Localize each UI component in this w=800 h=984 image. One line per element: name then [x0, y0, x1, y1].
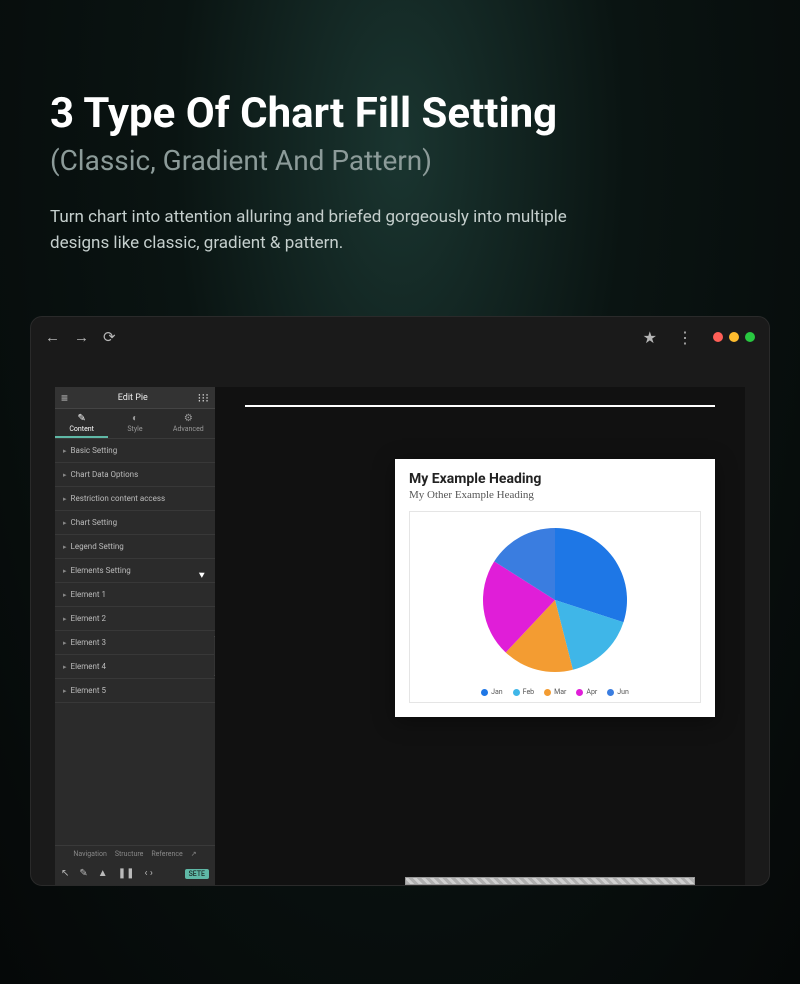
chevron-right-icon: ▸	[63, 591, 67, 599]
sidebar-item-label: Element 1	[71, 590, 107, 599]
back-icon[interactable]: ←	[45, 328, 60, 346]
sidebar-item-label: Element 4	[71, 662, 107, 671]
sidebar-item-elements-setting[interactable]: ▸ Elements Setting	[55, 559, 215, 583]
sidebar-items: ▸ Basic Setting ▸ Chart Data Options ▸ Restri…	[55, 439, 215, 845]
sidebar-item-label: Chart Data Options	[71, 470, 139, 479]
legend-dot-icon	[481, 689, 488, 696]
chevron-right-icon: ▸	[63, 687, 67, 695]
sidebar-footer: NavigationStructureReference↗ ↖ ✎ ▲ ❚❚ ‹…	[55, 845, 215, 885]
editor-canvas: My Example Heading My Other Example Head…	[215, 387, 745, 885]
footer-hint: NavigationStructureReference↗	[55, 846, 215, 862]
chevron-right-icon: ▸	[63, 663, 67, 671]
editor-frame: ≡ Edit Pie ⁝⁝⁝ ✎Content◐Style⚙Advanced ▸…	[55, 387, 745, 885]
sidebar-item-chart-setting[interactable]: ▸ Chart Setting	[55, 511, 215, 535]
legend-label: Apr	[586, 688, 597, 696]
sidebar-item-label: Element 2	[71, 614, 107, 623]
legend-dot-icon	[544, 689, 551, 696]
sidebar-item-restriction-content-access[interactable]: ▸ Restriction content access	[55, 487, 215, 511]
edit-tool-icon[interactable]: ✎	[79, 868, 87, 879]
sidebar-item-element-4[interactable]: ▸ Element 4	[55, 655, 215, 679]
sidebar-item-label: Basic Setting	[71, 446, 118, 455]
chart-legend: Jan Feb Mar Apr Jun	[481, 688, 629, 696]
sidebar-item-label: Elements Setting	[71, 566, 131, 575]
traffic-lights	[713, 332, 755, 342]
cursor-tool-icon[interactable]: ↖	[61, 868, 69, 879]
legend-dot-icon	[513, 689, 520, 696]
sidebar-item-element-2[interactable]: ▸ Element 2	[55, 607, 215, 631]
content-icon: ✎	[77, 413, 85, 424]
tab-label: Style	[127, 425, 142, 433]
footer-badge: SETE	[185, 869, 209, 879]
card-title: My Example Heading	[409, 471, 701, 487]
forward-icon[interactable]: →	[74, 328, 89, 346]
legend-item-apr[interactable]: Apr	[576, 688, 597, 696]
sidebar-item-element-5[interactable]: ▸ Element 5	[55, 679, 215, 703]
chevron-right-icon: ▸	[63, 519, 67, 527]
tab-content[interactable]: ✎Content	[55, 409, 108, 438]
legend-item-jun[interactable]: Jun	[607, 688, 629, 696]
sidebar-item-element-1[interactable]: ▸ Element 1	[55, 583, 215, 607]
sidebar-item-chart-data-options[interactable]: ▸ Chart Data Options	[55, 463, 215, 487]
card-subtitle: My Other Example Heading	[409, 489, 701, 501]
chart-container: Jan Feb Mar Apr Jun	[409, 511, 701, 703]
traffic-dot[interactable]	[713, 332, 723, 342]
sidebar-item-label: Legend Setting	[71, 542, 124, 551]
menu-dots-icon[interactable]: ⋮	[677, 328, 691, 347]
style-icon: ◐	[132, 413, 138, 424]
traffic-dot[interactable]	[729, 332, 739, 342]
layers-tool-icon[interactable]: ▲	[98, 868, 108, 879]
expand-tool-icon[interactable]: ‹ ›	[144, 868, 153, 879]
legend-label: Feb	[523, 688, 534, 696]
legend-item-jan[interactable]: Jan	[481, 688, 503, 696]
sidebar-title: Edit Pie	[118, 393, 148, 403]
hamburger-icon[interactable]: ≡	[61, 391, 68, 405]
legend-dot-icon	[576, 689, 583, 696]
legend-label: Jun	[617, 688, 629, 696]
hero-section: 3 Type Of Chart Fill Setting (Classic, G…	[0, 0, 800, 296]
sidebar-item-legend-setting[interactable]: ▸ Legend Setting	[55, 535, 215, 559]
chevron-right-icon: ▸	[63, 447, 67, 455]
pie-chart	[475, 520, 635, 680]
browser-window: ← → ⟳ ★ ⋮ ≡ Edit Pie ⁝⁝⁝ ✎Content◐Style⚙…	[30, 316, 770, 886]
sidebar-item-label: Element 5	[71, 686, 107, 695]
traffic-dot[interactable]	[745, 332, 755, 342]
legend-dot-icon	[607, 689, 614, 696]
hero-description: Turn chart into attention alluring and b…	[50, 205, 610, 256]
chevron-right-icon: ▸	[63, 543, 67, 551]
chevron-right-icon: ▸	[63, 567, 67, 575]
legend-item-mar[interactable]: Mar	[544, 688, 566, 696]
sidebar-item-label: Chart Setting	[71, 518, 118, 527]
hero-subtitle: (Classic, Gradient And Pattern)	[50, 144, 750, 177]
sidebar-item-basic-setting[interactable]: ▸ Basic Setting	[55, 439, 215, 463]
bookmark-star-icon[interactable]: ★	[643, 328, 657, 347]
chart-card: My Example Heading My Other Example Head…	[395, 459, 715, 717]
sidebar-item-label: Restriction content access	[71, 494, 166, 503]
legend-label: Mar	[554, 688, 566, 696]
chevron-right-icon: ▸	[63, 639, 67, 647]
sidebar-tabs: ✎Content◐Style⚙Advanced	[55, 409, 215, 439]
editor-sidebar: ≡ Edit Pie ⁝⁝⁝ ✎Content◐Style⚙Advanced ▸…	[55, 387, 215, 885]
legend-item-feb[interactable]: Feb	[513, 688, 534, 696]
chevron-right-icon: ▸	[63, 615, 67, 623]
reload-icon[interactable]: ⟳	[103, 328, 116, 346]
sidebar-item-label: Element 3	[71, 638, 107, 647]
section-placeholder	[405, 877, 695, 885]
advanced-icon: ⚙	[184, 413, 193, 424]
pause-tool-icon[interactable]: ❚❚	[118, 868, 135, 879]
tab-label: Content	[69, 425, 94, 433]
tab-advanced[interactable]: ⚙Advanced	[162, 409, 215, 438]
chevron-right-icon: ▸	[63, 495, 67, 503]
tab-style[interactable]: ◐Style	[108, 409, 161, 438]
canvas-divider	[245, 405, 715, 407]
browser-toolbar: ← → ⟳ ★ ⋮	[31, 317, 769, 357]
hero-title: 3 Type Of Chart Fill Setting	[50, 90, 750, 138]
tab-label: Advanced	[173, 425, 204, 433]
apps-grid-icon[interactable]: ⁝⁝⁝	[198, 391, 209, 405]
legend-label: Jan	[491, 688, 503, 696]
chevron-right-icon: ▸	[63, 471, 67, 479]
sidebar-item-element-3[interactable]: ▸ Element 3	[55, 631, 215, 655]
